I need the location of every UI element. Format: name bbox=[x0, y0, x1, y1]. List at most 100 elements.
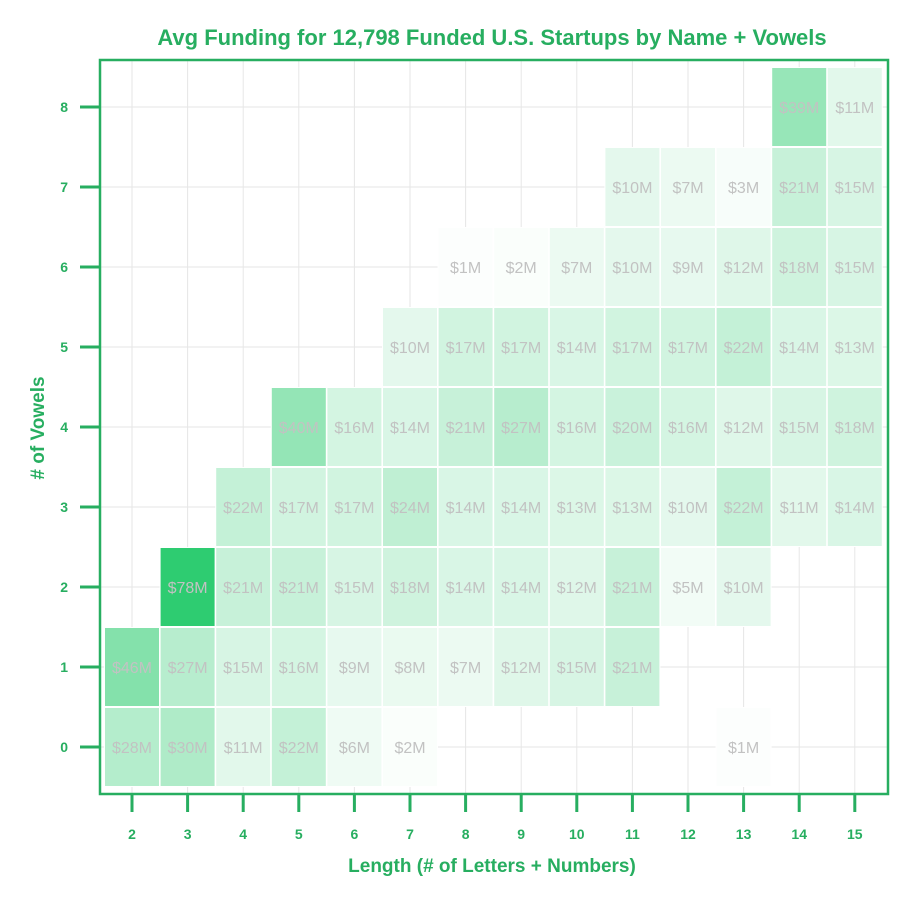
cell-value-label: $24M bbox=[390, 500, 430, 517]
heatmap-cell bbox=[604, 627, 661, 707]
cell-value-label: $21M bbox=[612, 580, 652, 597]
cell-value-label: $22M bbox=[724, 340, 764, 357]
heatmap-cell bbox=[715, 467, 772, 547]
heatmap-cell bbox=[548, 467, 605, 547]
cell-value-label: $28M bbox=[112, 740, 152, 757]
heatmap-cell bbox=[159, 627, 216, 707]
heatmap-cell bbox=[660, 227, 716, 307]
cell-value-label: $12M bbox=[724, 260, 764, 277]
heatmap-cell bbox=[437, 227, 494, 307]
chart-title: Avg Funding for 12,798 Funded U.S. Start… bbox=[157, 25, 826, 50]
heatmap-cell bbox=[326, 547, 383, 627]
cell-value-label: $12M bbox=[724, 420, 764, 437]
cell-value-label: $10M bbox=[668, 500, 708, 517]
heatmap-cell bbox=[382, 387, 438, 467]
heatmap-cell bbox=[382, 547, 438, 627]
cell-value-label: $10M bbox=[724, 580, 764, 597]
cell-value-label: $11M bbox=[780, 500, 819, 517]
y-tick-label: 3 bbox=[60, 499, 68, 515]
heatmap-cell bbox=[771, 147, 828, 227]
x-tick-label: 11 bbox=[625, 826, 640, 842]
heatmap-cell bbox=[660, 147, 716, 227]
heatmap-cell bbox=[826, 227, 883, 307]
cell-value-label: $14M bbox=[835, 500, 875, 517]
heatmap-cell bbox=[660, 307, 716, 387]
heatmap-cell bbox=[382, 467, 438, 547]
cell-value-label: $13M bbox=[835, 340, 875, 357]
y-tick-label: 2 bbox=[60, 579, 68, 595]
x-tick-label: 7 bbox=[406, 826, 414, 842]
cell-value-label: $9M bbox=[672, 260, 703, 277]
cell-value-label: $39M bbox=[779, 100, 819, 117]
heatmap-cell bbox=[270, 547, 327, 627]
heatmap-cell bbox=[270, 627, 327, 707]
x-tick-label: 13 bbox=[736, 826, 752, 842]
heatmap-cell bbox=[826, 307, 883, 387]
heatmap-cell bbox=[715, 387, 772, 467]
cell-value-label: $15M bbox=[334, 580, 374, 597]
cell-value-label: $9M bbox=[339, 660, 370, 677]
heatmap-cell bbox=[326, 387, 383, 467]
x-tick-label: 2 bbox=[128, 826, 136, 842]
x-axis: 2 3 4 5 6 7 8 9 10 11 12 13 14 15 bbox=[128, 794, 863, 842]
heatmap-cell bbox=[771, 387, 828, 467]
cell-value-label: $2M bbox=[394, 740, 425, 757]
y-axis-label: # of Vowels bbox=[28, 376, 49, 479]
cell-value-label: $21M bbox=[446, 420, 486, 437]
heatmap-cell bbox=[715, 547, 772, 627]
heatmap-cell bbox=[660, 547, 716, 627]
cell-value-label: $13M bbox=[612, 500, 652, 517]
y-tick-label: 0 bbox=[60, 739, 68, 755]
cell-value-label: $17M bbox=[279, 500, 319, 517]
cell-value-label: $15M bbox=[779, 420, 819, 437]
x-tick-label: 8 bbox=[462, 826, 470, 842]
cell-value-label: $27M bbox=[168, 660, 208, 677]
x-tick-label: 5 bbox=[295, 826, 303, 842]
cell-value-label: $7M bbox=[450, 660, 481, 677]
heatmap-cell bbox=[493, 227, 550, 307]
cell-value-label: $22M bbox=[223, 500, 263, 517]
cell-value-label: $20M bbox=[612, 420, 652, 437]
heatmap-cell bbox=[548, 547, 605, 627]
cell-value-label: $10M bbox=[612, 260, 652, 277]
cell-value-label: $21M bbox=[612, 660, 652, 677]
heatmap-cell bbox=[270, 707, 327, 787]
heatmap-cell bbox=[215, 627, 272, 707]
cell-value-label: $1M bbox=[728, 740, 759, 757]
heatmap-cell bbox=[548, 387, 605, 467]
cell-value-label: $3M bbox=[728, 180, 759, 197]
heatmap-cell bbox=[826, 387, 883, 467]
y-axis: 0 1 2 3 4 5 6 7 8 bbox=[60, 99, 100, 755]
cell-value-label: $17M bbox=[501, 340, 541, 357]
heatmap-cell bbox=[771, 67, 828, 147]
heatmap-cell bbox=[270, 387, 327, 467]
cell-value-label: $17M bbox=[446, 340, 486, 357]
heatmap-cell bbox=[215, 547, 272, 627]
heatmap-cell bbox=[604, 147, 661, 227]
cell-value-label: $15M bbox=[223, 660, 263, 677]
cell-value-label: $11M bbox=[224, 740, 263, 757]
heatmap-cell bbox=[437, 547, 494, 627]
cell-value-label: $10M bbox=[612, 180, 652, 197]
heatmap-cell bbox=[270, 467, 327, 547]
heatmap-cell bbox=[215, 707, 272, 787]
heatmap-cell bbox=[382, 627, 438, 707]
cell-value-label: $40M bbox=[279, 420, 319, 437]
cell-value-label: $21M bbox=[279, 580, 319, 597]
y-tick-label: 6 bbox=[60, 259, 68, 275]
heatmap-cell bbox=[715, 707, 772, 787]
cell-value-label: $18M bbox=[779, 260, 819, 277]
y-tick-label: 5 bbox=[60, 339, 68, 355]
cell-value-label: $21M bbox=[779, 180, 819, 197]
x-tick-label: 14 bbox=[791, 826, 807, 842]
cell-value-label: $16M bbox=[279, 660, 319, 677]
heatmap-cell-labels: $28M $30M $11M $22M $6M $2M $1M $46M $27M $15M $16… bbox=[112, 100, 875, 757]
heatmap-cell bbox=[715, 307, 772, 387]
cell-value-label: $11M bbox=[835, 100, 874, 117]
heatmap-cell bbox=[660, 467, 716, 547]
heatmap-cell bbox=[104, 707, 160, 787]
heatmap-cell bbox=[382, 707, 438, 787]
heatmap-cell bbox=[771, 307, 828, 387]
heatmap-cell bbox=[660, 387, 716, 467]
cell-value-label: $14M bbox=[446, 500, 486, 517]
